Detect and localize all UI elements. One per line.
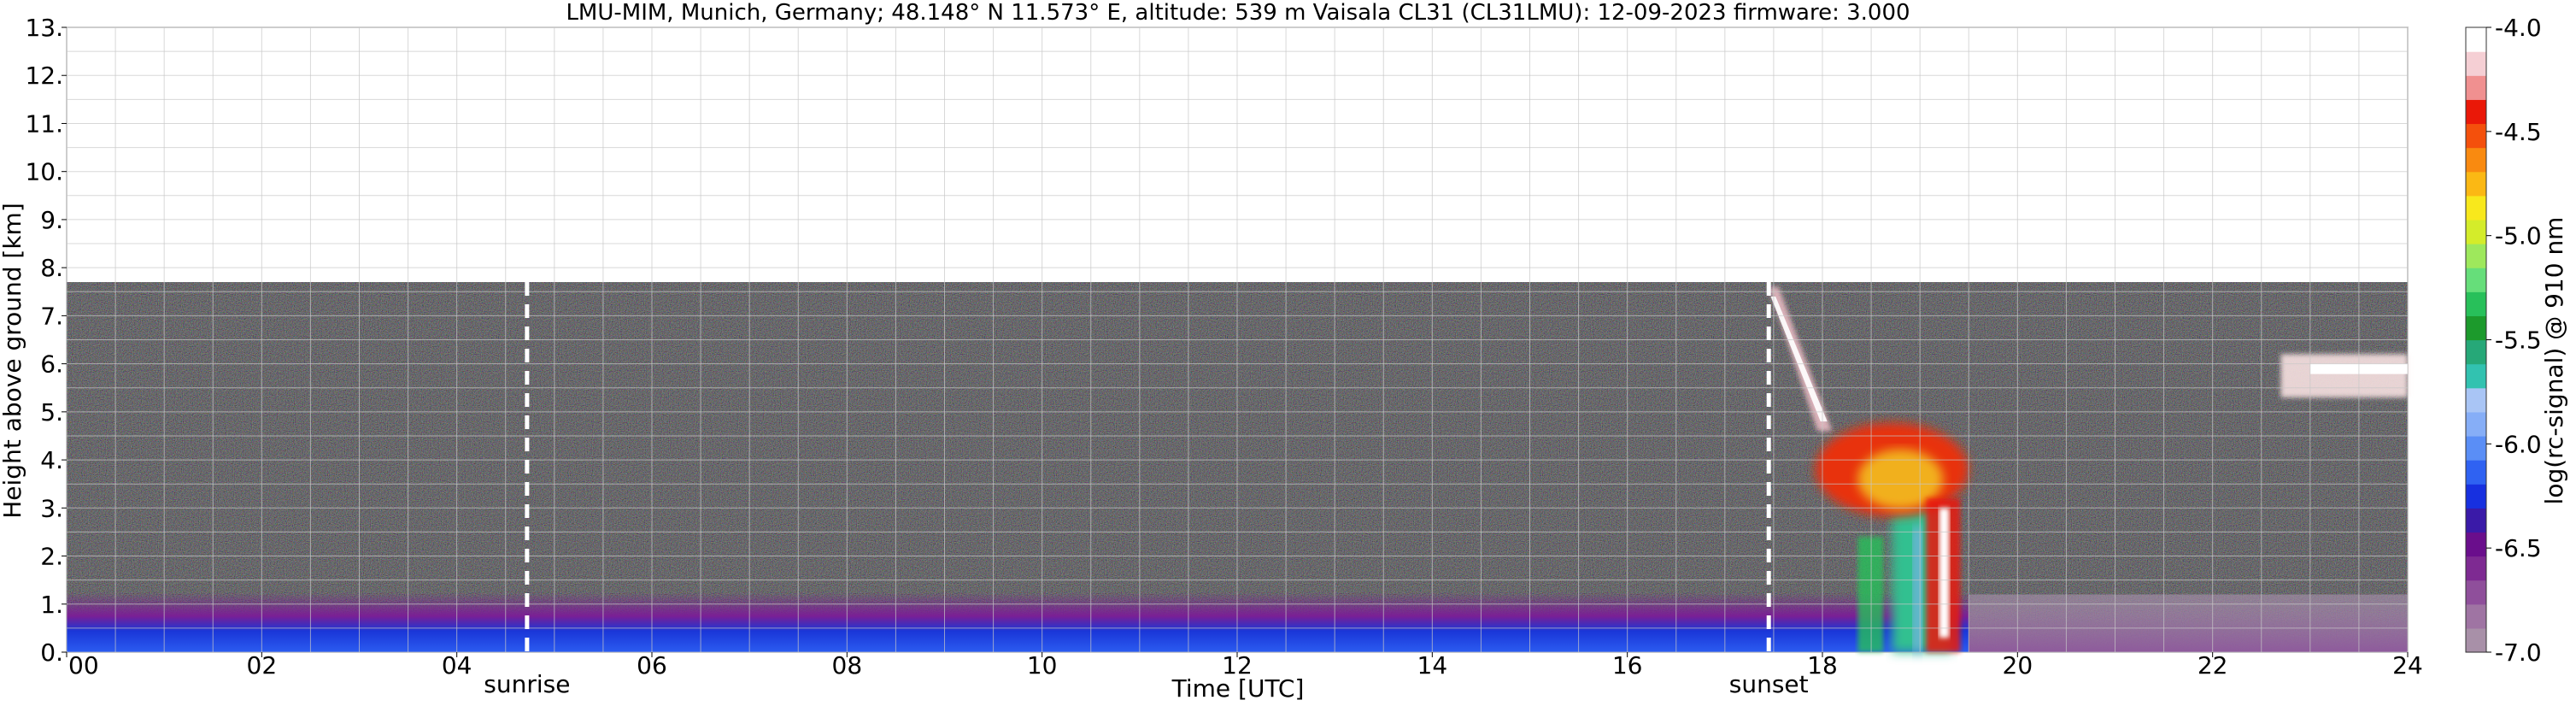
x-tick-label: 18 [1807, 651, 1838, 680]
colorbar-segment [2466, 171, 2486, 197]
colorbar-segment [2466, 627, 2486, 653]
sun-markers: sunrise sunset [484, 282, 1809, 698]
colorbar-segment [2466, 532, 2486, 557]
y-tick-label: 13. [25, 14, 63, 42]
colorbar-segment [2466, 244, 2486, 268]
y-tick-label: 4. [40, 446, 63, 474]
colorbar-segment [2466, 460, 2486, 485]
sunset-label: sunset [1729, 670, 1809, 698]
colorbar-segment [2466, 27, 2486, 52]
y-tick-label: 9. [40, 206, 63, 234]
cloud-top-yellow [1857, 449, 1944, 509]
y-tick-label: 8. [40, 254, 63, 282]
x-tick-label: 04 [442, 651, 472, 680]
y-tick-label: 0. [40, 638, 63, 667]
colorbar-segment [2466, 291, 2486, 316]
aerosol-boundary-layer [67, 591, 1969, 652]
x-tick-label: 16 [1612, 651, 1643, 680]
y-tick-label: 12. [25, 62, 63, 90]
colorbar-segment [2466, 195, 2486, 221]
colorbar-label: log(rc-signal) @ 910 nm [2540, 217, 2568, 505]
colorbar-tick-label: -6.0 [2495, 430, 2542, 458]
colorbar-segment [2466, 268, 2486, 292]
grid-lines [66, 26, 2409, 653]
cloud-column-left [1857, 537, 1884, 652]
y-axis-label: Height above ground [km] [0, 203, 26, 519]
colorbar-tick-label: -7.0 [2495, 638, 2542, 667]
colorbar-segment [2466, 219, 2486, 244]
y-tick-label: 3. [40, 494, 63, 522]
colorbar-tick-label: -4.5 [2495, 118, 2542, 146]
colorbar-segment [2466, 435, 2486, 461]
colorbar-tick-label: -5.5 [2495, 327, 2542, 355]
colorbar-segment [2466, 147, 2486, 173]
y-tick-label: 10. [25, 158, 63, 186]
colorbar-segment [2466, 556, 2486, 581]
x-tick-label: 20 [2003, 651, 2033, 680]
colorbar-segment [2466, 51, 2486, 76]
colorbar-tick-label: -5.0 [2495, 222, 2542, 250]
cloud-core-white [1939, 508, 1950, 638]
y-tick-label: 11. [25, 109, 63, 138]
colorbar-segment [2466, 315, 2486, 341]
y-tick-label: 5. [40, 398, 63, 427]
cirrus-cloud [2280, 354, 2408, 397]
x-tick-label: 02 [247, 651, 278, 680]
x-tick-label: 06 [637, 651, 667, 680]
x-tick-label: 24 [2392, 651, 2423, 680]
y-tick-label: 7. [40, 302, 63, 330]
colorbar-segment [2466, 363, 2486, 389]
colorbar-segment [2466, 75, 2486, 100]
x-tick-label: 22 [2198, 651, 2228, 680]
colorbar-segment [2466, 411, 2486, 437]
colorbar-segment [2466, 580, 2486, 605]
descending-cloud-core [1770, 296, 1828, 422]
x-axis-ticks: 00 02 04 06 08 10 12 14 16 18 20 22 24 [66, 651, 2423, 680]
y-tick-label: 1. [40, 591, 63, 619]
cloud-column-mid [1913, 527, 1922, 652]
colorbar-tick-label: -6.5 [2495, 534, 2542, 562]
colorbar-segment [2466, 339, 2486, 365]
y-tick-label: 6. [40, 350, 63, 379]
colorbar-segment [2466, 123, 2486, 149]
colorbar-segment [2466, 508, 2486, 533]
x-tick-label: 14 [1417, 651, 1448, 680]
colorbar-segment [2466, 484, 2486, 509]
x-tick-label: 10 [1027, 651, 1058, 680]
colorbar-segment [2466, 603, 2486, 629]
x-tick-label: 00 [68, 651, 99, 680]
colorbar-segment [2466, 387, 2486, 413]
y-tick-label: 2. [40, 543, 63, 571]
x-axis-label: Time [UTC] [1171, 674, 1305, 703]
colorbar-tick-label: -4.0 [2495, 14, 2542, 42]
evening-residual-layer [1969, 594, 2408, 652]
colorbar-ticks: -4.0 -4.5 -5.0 -5.5 -6.0 -6.5 -7.0 [2486, 14, 2542, 667]
sunrise-label: sunrise [484, 670, 570, 698]
x-tick-label: 08 [832, 651, 863, 680]
colorbar [2466, 27, 2486, 653]
y-axis-ticks: 0. 1. 2. 3. 4. 5. 6. 7. 8. 9. 10. 11. 12. 13. [25, 14, 67, 667]
chart-title: LMU-MIM, Munich, Germany; 48.148° N 11.5… [566, 0, 1910, 26]
x-tick-label: 12 [1222, 651, 1253, 680]
colorbar-segment [2466, 99, 2486, 125]
